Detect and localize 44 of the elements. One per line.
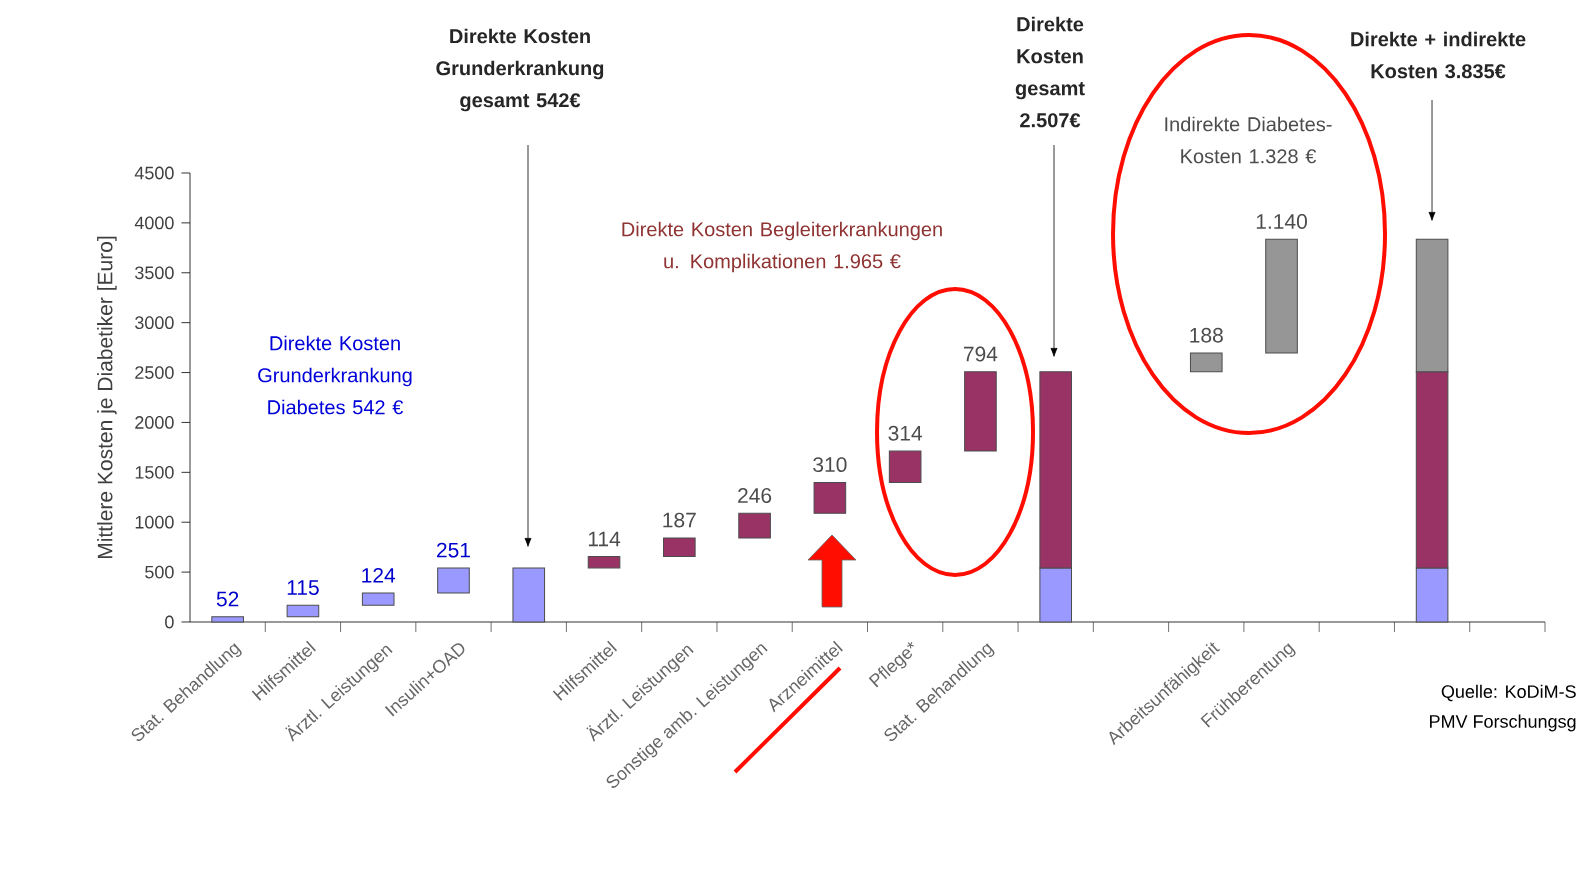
y-axis-title: Mittlere Kosten je Diabetiker [Euro] bbox=[97, 236, 117, 559]
data-label: 251 bbox=[437, 542, 470, 558]
data-label: 310 bbox=[813, 457, 847, 473]
y-tick-label: 2000 bbox=[135, 416, 174, 429]
data-label: 314 bbox=[888, 425, 923, 441]
annotation: Direkte Kosten Grunderkrankung Diabetes 542 € bbox=[258, 335, 412, 415]
text: Indirekte Diabetes-Kosten 1.328 € bbox=[1165, 116, 1332, 164]
bar bbox=[286, 604, 320, 618]
y-tick-label: 0 bbox=[165, 615, 174, 629]
bar bbox=[1189, 352, 1223, 373]
y-tick-label: 2500 bbox=[135, 366, 174, 379]
data-label: 52 bbox=[216, 591, 239, 607]
y-tick-label: 3500 bbox=[135, 266, 174, 280]
bar bbox=[663, 537, 696, 558]
bar bbox=[1265, 238, 1298, 354]
y-tick-label: 1500 bbox=[135, 465, 174, 479]
y-tick-label: 500 bbox=[145, 565, 174, 579]
source-note: Quelle: KoDiM-S bbox=[1441, 684, 1576, 702]
bar bbox=[211, 616, 244, 623]
y-tick-label: 1000 bbox=[135, 515, 174, 529]
text: PMV Forschungsg bbox=[1430, 714, 1576, 732]
text: Direkte Kosten Grunderkrankung gesamt 542€ bbox=[436, 28, 604, 112]
data-label: 1.140 bbox=[1256, 214, 1307, 229]
bar bbox=[587, 556, 621, 569]
bar bbox=[437, 567, 470, 594]
data-label: 115 bbox=[287, 580, 319, 595]
data-label: 794 bbox=[963, 346, 998, 362]
text: Direkte + indirekte Kosten 3.835€ bbox=[1351, 31, 1526, 79]
y-tick-label: 3000 bbox=[135, 316, 174, 330]
bar bbox=[813, 481, 847, 514]
y-tick-label: 4500 bbox=[134, 166, 174, 180]
data-label: 246 bbox=[738, 488, 772, 503]
data-label: 188 bbox=[1190, 327, 1223, 343]
data-label: 114 bbox=[588, 531, 621, 547]
bar bbox=[361, 592, 395, 606]
data-label: 124 bbox=[362, 567, 396, 583]
annotation: Direkte Kosten Begleiterkrankungen u. Komplikationen 1.965 € bbox=[622, 221, 942, 273]
y-tick-label: 4000 bbox=[134, 216, 174, 230]
bar bbox=[738, 512, 771, 539]
bar bbox=[512, 567, 546, 623]
data-label: 187 bbox=[663, 512, 696, 528]
text: Direkte Kosten gesamt 2.507€ bbox=[1015, 16, 1085, 128]
bar bbox=[888, 450, 922, 483]
bar bbox=[964, 371, 997, 452]
